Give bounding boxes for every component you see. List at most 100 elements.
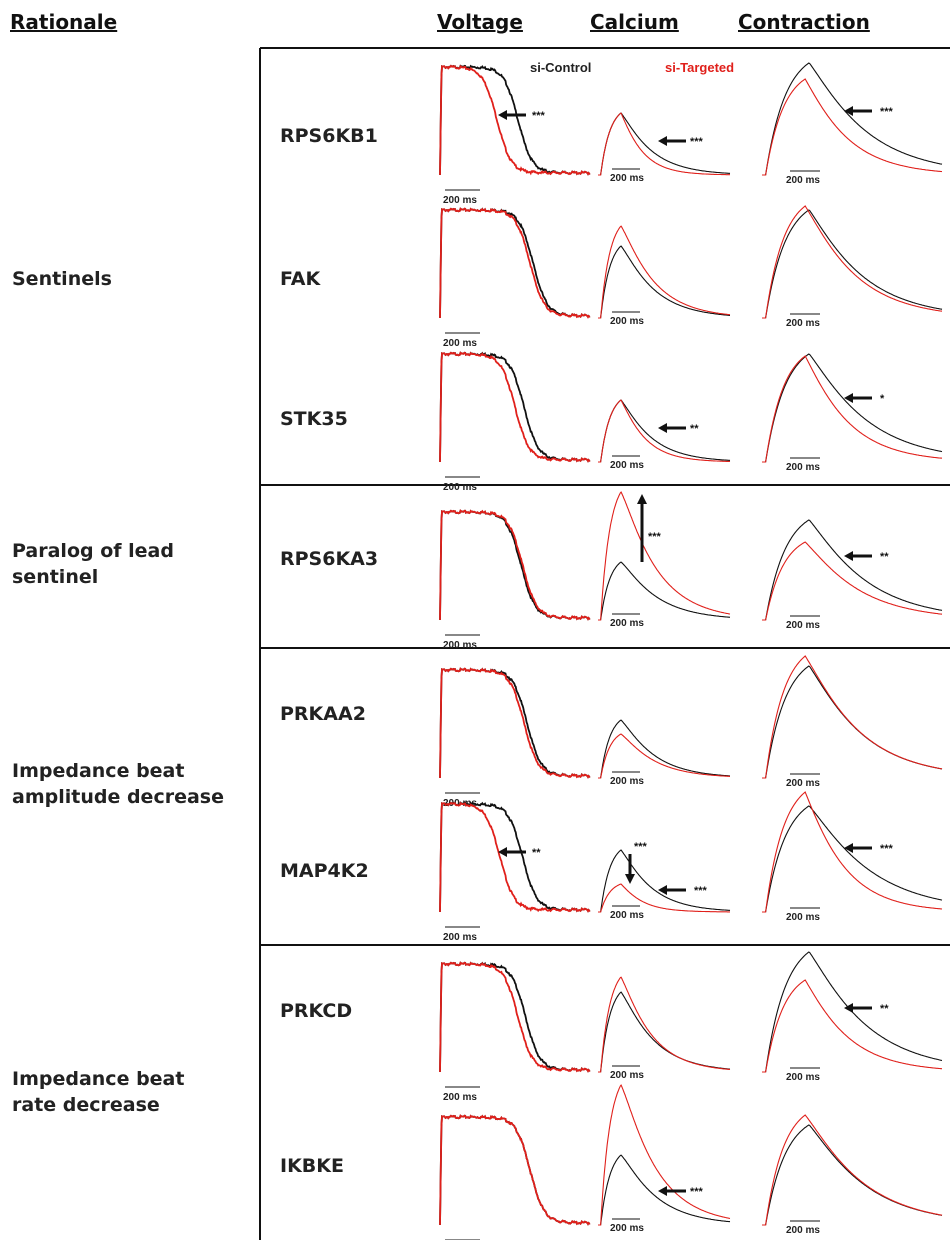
- header-voltage: Voltage: [437, 10, 523, 34]
- scale-bar-label: 200 ms: [786, 778, 820, 789]
- scale-bar-label: 200 ms: [443, 932, 477, 943]
- scale-bar-label: 200 ms: [610, 776, 644, 787]
- calcium-trace-control: [598, 991, 730, 1073]
- voltage-significance: **: [532, 847, 541, 859]
- contraction-trace-control: [762, 209, 943, 319]
- header-calcium: Calcium: [590, 10, 679, 34]
- contraction-trace-targeted: [762, 541, 943, 621]
- header-contraction: Contraction: [738, 10, 870, 34]
- contraction-arrow-head: [844, 551, 853, 561]
- scale-bar-label: 200 ms: [443, 195, 477, 206]
- contraction-trace-targeted: [762, 1114, 943, 1226]
- scale-bar-label: 200 ms: [786, 175, 820, 186]
- scale-bar-label: 200 ms: [786, 912, 820, 923]
- contraction-significance: **: [880, 551, 889, 563]
- calcium-trace-control: [598, 849, 731, 913]
- calcium-trace-control: [598, 719, 730, 779]
- contraction-trace-control: [762, 519, 943, 621]
- calcium-trace-targeted: [598, 112, 730, 176]
- contraction-significance: *: [880, 393, 885, 405]
- voltage-trace-targeted: [439, 351, 591, 463]
- voltage-trace-control: [439, 961, 591, 1073]
- contraction-arrow-head: [844, 393, 853, 403]
- voltage-trace-targeted: [439, 64, 591, 176]
- calcium-trace-targeted: [598, 1084, 731, 1226]
- legend-targeted: si-Targeted: [665, 60, 735, 75]
- calcium-arrow-head: [658, 1186, 667, 1196]
- scale-bar-label: 200 ms: [610, 1223, 644, 1234]
- scale-bar-label: 200 ms: [443, 1092, 477, 1103]
- calcium-significance: **: [690, 423, 699, 435]
- scale-bar-label: 200 ms: [786, 462, 820, 473]
- contraction-significance: ***: [880, 106, 894, 118]
- calcium-arrow-head: [658, 136, 667, 146]
- calcium-trace-targeted: [598, 225, 731, 319]
- calcium-trace-targeted: [598, 491, 731, 621]
- calcium-significance: ***: [690, 1186, 704, 1198]
- voltage-trace-control: [439, 667, 591, 779]
- calcium-arrow-head: [658, 423, 667, 433]
- voltage-trace-targeted: [439, 801, 591, 913]
- voltage-trace-control: [439, 509, 591, 621]
- contraction-trace-control: [762, 1124, 943, 1226]
- voltage-trace-control: [439, 64, 591, 176]
- contraction-significance: **: [880, 1003, 889, 1015]
- scale-bar-label: 200 ms: [610, 1070, 644, 1081]
- contraction-trace-targeted: [762, 979, 942, 1073]
- category-amplitude: Impedance beat amplitude decrease: [12, 760, 224, 808]
- calcium-significance: ***: [648, 531, 662, 543]
- gene-label: IKBKE: [280, 1155, 344, 1177]
- contraction-trace-targeted: [762, 205, 943, 319]
- voltage-arrow-head: [498, 110, 507, 120]
- gene-label: RPS6KB1: [280, 125, 378, 147]
- voltage-arrow-head: [498, 847, 507, 857]
- gene-label: PRKCD: [280, 1000, 353, 1022]
- calcium-significance: ***: [690, 136, 704, 148]
- calcium-trace-targeted: [598, 883, 730, 913]
- scale-bar-label: 200 ms: [443, 482, 477, 493]
- calcium-trace-targeted: [598, 733, 730, 779]
- gene-label: RPS6KA3: [280, 548, 379, 570]
- scale-bar-label: 200 ms: [443, 640, 477, 651]
- calcium-significance-2: ***: [694, 885, 708, 897]
- gene-label: FAK: [280, 268, 321, 290]
- contraction-trace-targeted: [762, 78, 943, 176]
- calcium-trace-targeted: [598, 399, 731, 463]
- category-paralog: Paralog of lead sentinel: [12, 540, 174, 588]
- gene-label: STK35: [280, 408, 348, 430]
- contraction-trace-control: [762, 665, 943, 779]
- scale-bar-label: 200 ms: [786, 620, 820, 631]
- contraction-significance: ***: [880, 843, 894, 855]
- voltage-trace-targeted: [439, 509, 591, 621]
- scale-bar-label: 200 ms: [610, 460, 644, 471]
- voltage-trace-control: [439, 207, 591, 319]
- contraction-trace-control: [762, 62, 943, 176]
- calcium-arrow-head: [637, 494, 647, 504]
- scale-bar-label: 200 ms: [786, 318, 820, 329]
- calcium-trace-control: [598, 245, 730, 319]
- scale-bar-label: 200 ms: [610, 618, 644, 629]
- scale-bar-label: 200 ms: [786, 1072, 820, 1083]
- contraction-trace-control: [762, 353, 943, 463]
- scale-bar-label: 200 ms: [443, 338, 477, 349]
- calcium-arrow-head: [658, 885, 667, 895]
- voltage-trace-targeted: [439, 667, 591, 779]
- voltage-trace-control: [439, 1114, 591, 1226]
- gene-label: MAP4K2: [280, 860, 369, 882]
- voltage-trace-control: [439, 801, 591, 913]
- scale-bar-label: 200 ms: [610, 910, 644, 921]
- calcium-significance: ***: [634, 841, 648, 853]
- contraction-trace-targeted: [762, 655, 943, 779]
- calcium-arrow-head: [625, 874, 635, 884]
- contraction-trace-control: [762, 805, 943, 913]
- calcium-trace-control: [598, 561, 731, 621]
- gene-label: PRKAA2: [280, 703, 366, 725]
- voltage-trace-targeted: [439, 961, 591, 1073]
- voltage-significance: ***: [532, 110, 546, 122]
- voltage-trace-targeted: [439, 207, 591, 319]
- legend-control: si-Control: [530, 60, 592, 75]
- scale-bar-label: 200 ms: [610, 173, 644, 184]
- contraction-trace-targeted: [762, 355, 943, 463]
- category-sentinels: Sentinels: [12, 268, 112, 290]
